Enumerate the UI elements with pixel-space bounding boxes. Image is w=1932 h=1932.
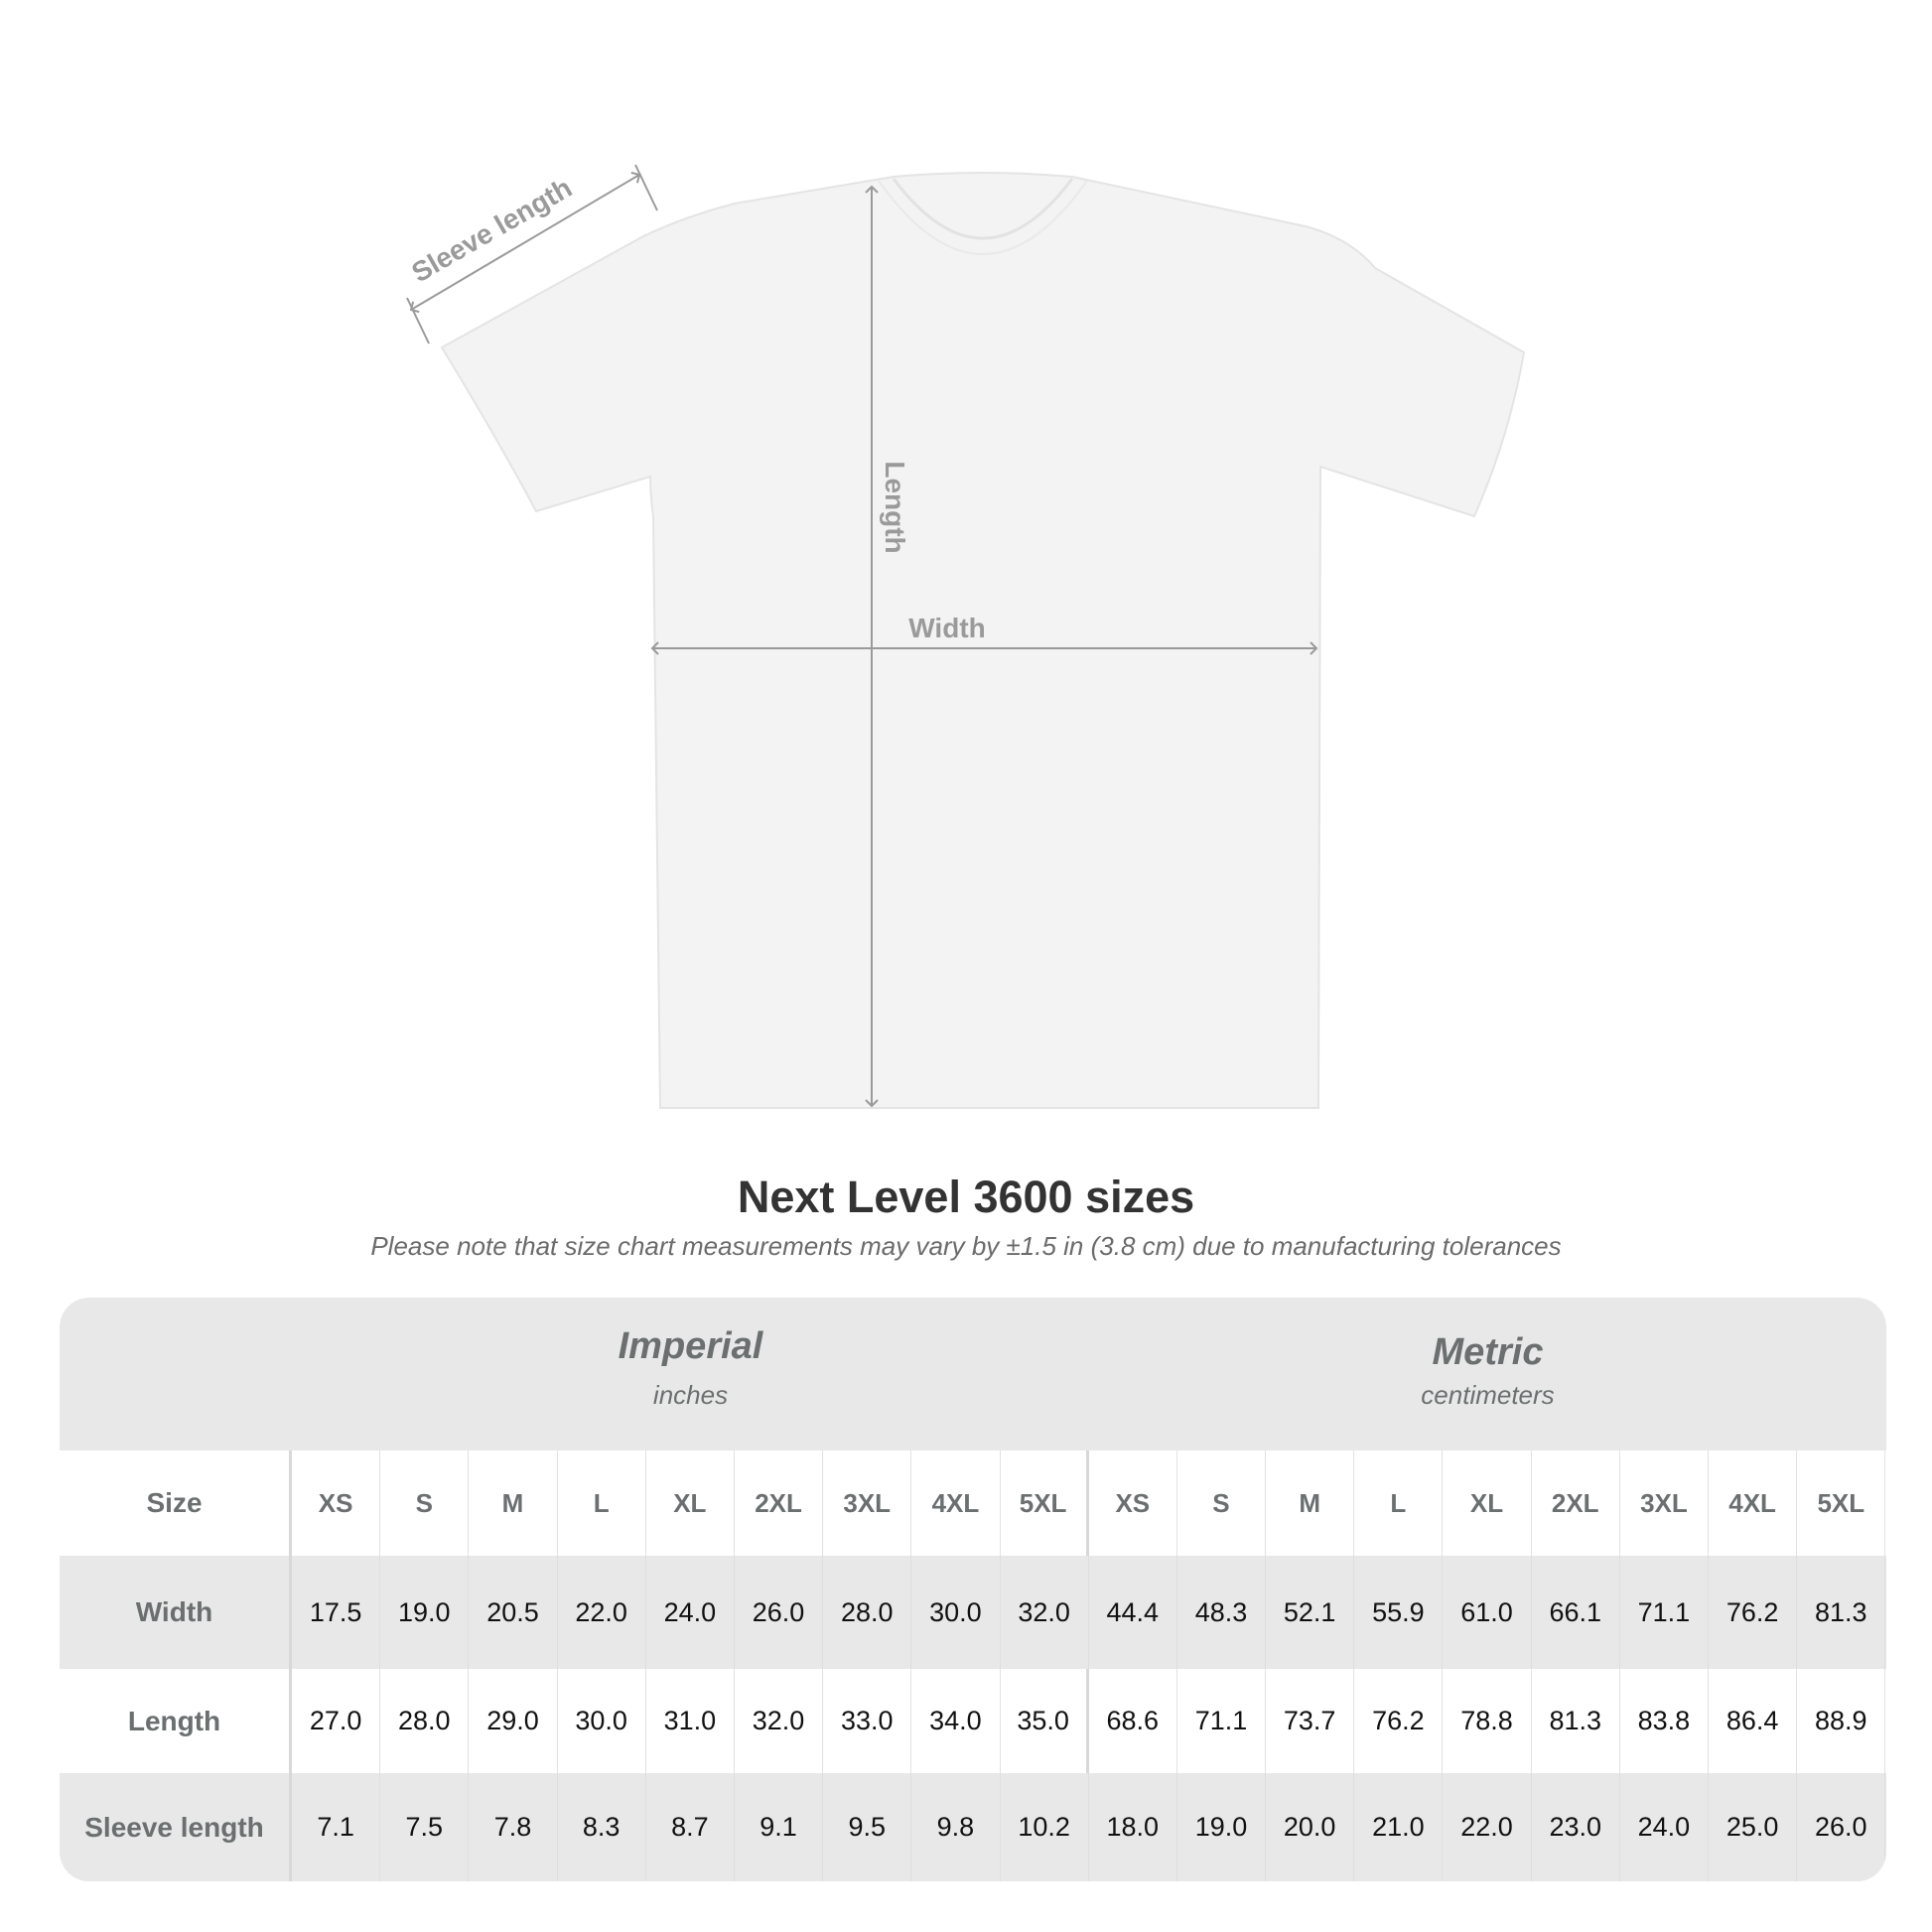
size-header-xl: XL xyxy=(646,1450,735,1556)
row-label: Width xyxy=(60,1556,292,1669)
table-cell: 61.0 xyxy=(1443,1556,1532,1669)
imperial-title: Imperial xyxy=(618,1325,763,1367)
table-cell: 32.0 xyxy=(1001,1556,1089,1669)
table-cell: 66.1 xyxy=(1532,1556,1620,1669)
table-cell: 29.0 xyxy=(469,1669,558,1773)
table-cell: 18.0 xyxy=(1089,1773,1177,1881)
table-cell: 86.4 xyxy=(1709,1669,1798,1773)
table-cell: 7.8 xyxy=(469,1773,558,1881)
size-header-3xl: 3XL xyxy=(823,1450,912,1556)
size-header-l: L xyxy=(1354,1450,1444,1556)
table-cell: 20.0 xyxy=(1266,1773,1355,1881)
table-cell: 22.0 xyxy=(558,1556,646,1669)
length-label: Length xyxy=(880,461,910,553)
table-cell: 22.0 xyxy=(1443,1773,1532,1881)
size-header-xl: XL xyxy=(1443,1450,1532,1556)
table-row: Length 27.0 28.0 29.0 30.0 31.0 32.0 33.0 34.0 35… xyxy=(60,1669,1886,1773)
size-row: Size XS S M L XL 2XL 3XL 4XL 5XL XS S M L XL 2XL 3XL 4XL… xyxy=(60,1450,1886,1556)
imperial-unit: inches xyxy=(652,1380,729,1410)
table-cell: 73.7 xyxy=(1266,1669,1355,1773)
table-cell: 17.5 xyxy=(292,1556,381,1669)
sleeve-length-arrow xyxy=(409,171,641,314)
table-cell: 26.0 xyxy=(735,1556,824,1669)
size-header-m: M xyxy=(1266,1450,1355,1556)
table-cell: 10.2 xyxy=(1001,1773,1089,1881)
size-header-m: M xyxy=(469,1450,558,1556)
table-cell: 20.5 xyxy=(469,1556,558,1669)
table-cell: 68.6 xyxy=(1089,1669,1177,1773)
table-cell: 34.0 xyxy=(911,1669,1001,1773)
table-cell: 78.8 xyxy=(1443,1669,1532,1773)
table-cell: 28.0 xyxy=(823,1556,912,1669)
table-cell: 27.0 xyxy=(292,1669,381,1773)
row-label: Length xyxy=(60,1669,292,1773)
table-cell: 30.0 xyxy=(911,1556,1001,1669)
tshirt-shape xyxy=(440,172,1526,1109)
size-header-s: S xyxy=(380,1450,470,1556)
table-cell: 9.5 xyxy=(823,1773,912,1881)
size-header-4xl: 4XL xyxy=(1709,1450,1798,1556)
table-cell: 48.3 xyxy=(1177,1556,1267,1669)
table-cell: 71.1 xyxy=(1177,1669,1267,1773)
size-header-3xl: 3XL xyxy=(1620,1450,1709,1556)
width-label: Width xyxy=(908,613,986,643)
size-header-5xl: 5XL xyxy=(1001,1450,1089,1556)
table-cell: 7.1 xyxy=(292,1773,381,1881)
table-cell: 9.1 xyxy=(735,1773,824,1881)
imperial-header: Imperial inches xyxy=(292,1298,1089,1450)
table-cell: 76.2 xyxy=(1354,1669,1444,1773)
table-cell: 81.3 xyxy=(1797,1556,1886,1669)
tolerance-note: Please note that size chart measurements… xyxy=(370,1231,1562,1261)
table-cell: 55.9 xyxy=(1354,1556,1444,1669)
table-cell: 26.0 xyxy=(1797,1773,1886,1881)
size-chart-table: Imperial inches Metric centimeters Size … xyxy=(60,1298,1886,1881)
metric-unit: centimeters xyxy=(1421,1380,1555,1410)
table-row: Width 17.5 19.0 20.5 22.0 24.0 26.0 28.0 30.0 32.… xyxy=(60,1556,1886,1669)
table-cell: 19.0 xyxy=(1177,1773,1267,1881)
tshirt-diagram: Sleeve length Length Width xyxy=(406,164,1526,1109)
table-cell: 8.3 xyxy=(558,1773,646,1881)
metric-header: Metric centimeters xyxy=(1089,1298,1886,1450)
table-cell: 9.8 xyxy=(911,1773,1001,1881)
table-row: Sleeve length 7.1 7.5 7.8 8.3 8.7 9.1 9.5 9.8 10.… xyxy=(60,1773,1886,1881)
table-cell: 44.4 xyxy=(1089,1556,1177,1669)
table-cell: 76.2 xyxy=(1709,1556,1798,1669)
table-cell: 83.8 xyxy=(1620,1669,1709,1773)
table-cell: 23.0 xyxy=(1532,1773,1620,1881)
table-cell: 88.9 xyxy=(1797,1669,1886,1773)
table-cell: 52.1 xyxy=(1266,1556,1355,1669)
size-header-2xl: 2XL xyxy=(735,1450,824,1556)
size-header-xs: XS xyxy=(1089,1450,1177,1556)
table-cell: 19.0 xyxy=(380,1556,470,1669)
table-cell: 32.0 xyxy=(735,1669,824,1773)
row-label: Sleeve length xyxy=(60,1773,292,1881)
table-cell: 24.0 xyxy=(1620,1773,1709,1881)
size-header-5xl: 5XL xyxy=(1797,1450,1886,1556)
table-cell: 8.7 xyxy=(646,1773,735,1881)
table-cell: 25.0 xyxy=(1709,1773,1798,1881)
size-header-2xl: 2XL xyxy=(1532,1450,1620,1556)
size-header-xs: XS xyxy=(292,1450,381,1556)
table-cell: 7.5 xyxy=(380,1773,470,1881)
table-cell: 21.0 xyxy=(1354,1773,1444,1881)
table-cell: 28.0 xyxy=(380,1669,470,1773)
table-cell: 33.0 xyxy=(823,1669,912,1773)
size-header-s: S xyxy=(1177,1450,1267,1556)
table-cell: 71.1 xyxy=(1620,1556,1709,1669)
page-title: Next Level 3600 sizes xyxy=(737,1172,1195,1222)
size-header-4xl: 4XL xyxy=(911,1450,1001,1556)
table-cell: 35.0 xyxy=(1001,1669,1089,1773)
sleeve-length-label: Sleeve length xyxy=(406,172,577,288)
metric-title: Metric xyxy=(1432,1331,1544,1373)
table-cell: 24.0 xyxy=(646,1556,735,1669)
table-cell: 31.0 xyxy=(646,1669,735,1773)
size-header-l: L xyxy=(558,1450,646,1556)
table-cell: 81.3 xyxy=(1532,1669,1620,1773)
table-cell: 30.0 xyxy=(558,1669,646,1773)
size-row-label: Size xyxy=(60,1450,292,1556)
